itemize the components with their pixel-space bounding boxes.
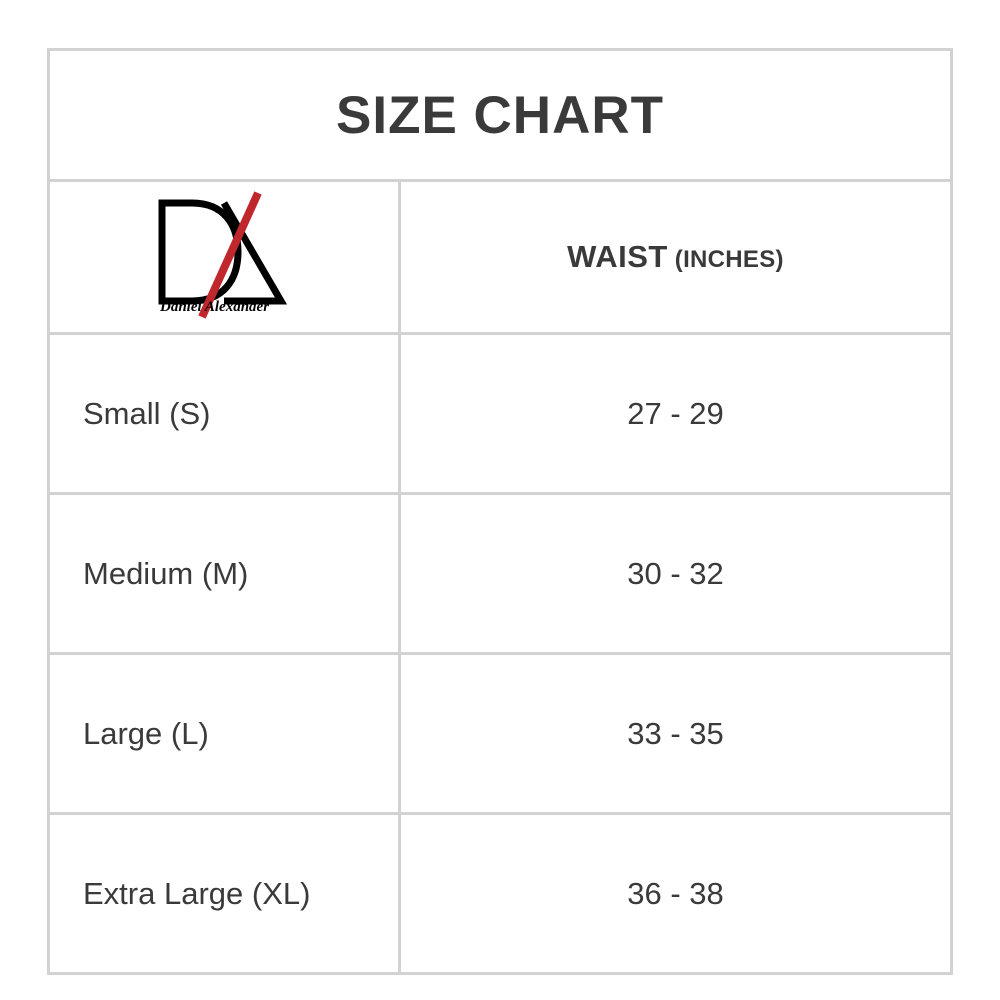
red-slash-icon xyxy=(198,190,262,319)
waist-header-cell: WAIST (INCHES) xyxy=(398,179,953,335)
brand-name: Daniel Alexander xyxy=(159,299,269,315)
waist-value-cell: 36 - 38 xyxy=(398,812,953,975)
size-label-cell: Extra Large (XL) xyxy=(47,812,401,975)
table-row: Medium (M) 30 - 32 xyxy=(47,492,953,655)
size-label-cell: Large (L) xyxy=(47,652,401,815)
table-row: Small (S) 27 - 29 xyxy=(47,332,953,495)
header-row: Daniel Alexander WAIST (INCHES) xyxy=(47,179,953,335)
size-label-cell: Medium (M) xyxy=(47,492,401,655)
waist-value-cell: 27 - 29 xyxy=(398,332,953,495)
brand-logo-cell: Daniel Alexander xyxy=(47,179,401,335)
size-label-cell: Small (S) xyxy=(47,332,401,495)
waist-value-cell: 30 - 32 xyxy=(398,492,953,655)
waist-header-units: (INCHES) xyxy=(667,246,784,273)
title-cell: SIZE CHART xyxy=(47,48,953,182)
da-monogram-icon: Daniel Alexander xyxy=(158,190,288,319)
brand-logo: Daniel Alexander xyxy=(154,189,294,321)
waist-header-main: WAIST xyxy=(567,239,668,274)
page-title: SIZE CHART xyxy=(336,85,664,145)
title-row: SIZE CHART xyxy=(47,48,953,182)
waist-header-label: WAIST (INCHES) xyxy=(567,239,784,274)
table-row: Extra Large (XL) 36 - 38 xyxy=(47,812,953,975)
size-chart-table: SIZE CHART xyxy=(47,48,953,975)
waist-value-cell: 33 - 35 xyxy=(398,652,953,815)
table-row: Large (L) 33 - 35 xyxy=(47,652,953,815)
